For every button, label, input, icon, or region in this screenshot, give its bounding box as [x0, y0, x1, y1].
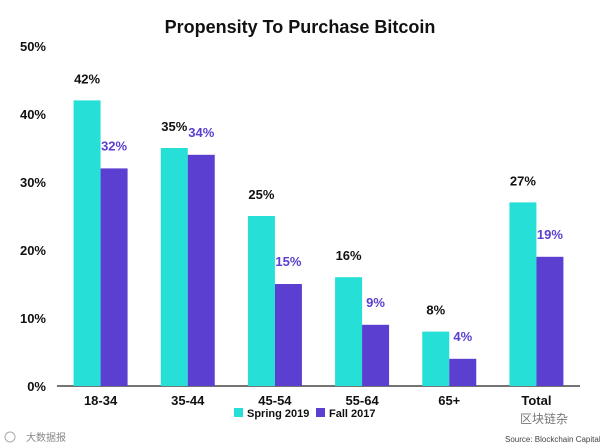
watermark-left-icon	[4, 431, 16, 443]
data-label-fall-2017: 9%	[366, 295, 385, 310]
y-axis: 0% 10% 20% 30% 40% 50%	[20, 39, 580, 394]
bar-spring-2019	[509, 202, 537, 386]
data-label-fall-2017: 34%	[188, 125, 214, 140]
bar-fall-2017	[274, 284, 302, 386]
bar-spring-2019	[247, 216, 275, 386]
data-label-fall-2017: 15%	[275, 254, 301, 269]
data-label-spring-2019: 16%	[336, 248, 362, 263]
legend-swatch-spring-2019	[234, 408, 243, 417]
legend-swatch-fall-2017	[316, 408, 325, 417]
y-tick-label: 30%	[20, 175, 46, 190]
legend-label-spring-2019: Spring 2019	[247, 408, 309, 420]
y-tick-label: 40%	[20, 107, 46, 122]
watermark-right-text: 区块链杂	[520, 411, 568, 426]
bar-fall-2017	[100, 168, 128, 386]
watermark-left: 大数据报	[4, 431, 66, 444]
x-tick-label: 18-34	[84, 393, 118, 408]
bar-spring-2019	[422, 331, 450, 386]
bar-fall-2017	[187, 154, 215, 386]
x-tick-label: 45-54	[258, 393, 292, 408]
y-tick-label: 10%	[20, 311, 46, 326]
chart-title: Propensity To Purchase Bitcoin	[165, 17, 436, 37]
bar-fall-2017	[536, 256, 564, 386]
data-label-fall-2017: 4%	[453, 329, 472, 344]
watermark-right: 区块链杂	[520, 411, 568, 426]
source-text: Source: Blockchain Capital	[505, 435, 600, 444]
data-labels: 42% 32% 35% 34% 25% 15% 16% 9% 8% 4% 27% 19%	[74, 71, 563, 343]
bar-fall-2017	[449, 358, 477, 386]
x-tick-label: 35-44	[171, 393, 205, 408]
data-label-fall-2017: 19%	[537, 227, 563, 242]
x-axis: 18-34 35-44 45-54 55-64 65+ Total	[84, 393, 552, 408]
bar-fall-2017	[362, 324, 390, 386]
bar-spring-2019	[73, 100, 101, 387]
data-label-spring-2019: 8%	[426, 303, 445, 318]
bars	[73, 100, 564, 387]
watermark-left-text: 大数据报	[26, 431, 66, 444]
bar-spring-2019	[160, 148, 188, 386]
x-tick-label: 65+	[438, 393, 460, 408]
y-tick-label: 0%	[27, 379, 46, 394]
y-tick-label: 50%	[20, 39, 46, 54]
legend-label-fall-2017: Fall 2017	[329, 408, 375, 420]
x-tick-label: Total	[521, 393, 551, 408]
legend: Spring 2019 Fall 2017	[234, 408, 375, 420]
data-label-spring-2019: 42%	[74, 71, 100, 86]
x-tick-label: 55-64	[345, 393, 379, 408]
bar-spring-2019	[335, 277, 363, 386]
data-label-spring-2019: 27%	[510, 173, 536, 188]
data-label-spring-2019: 25%	[248, 187, 274, 202]
data-label-fall-2017: 32%	[101, 138, 127, 153]
y-tick-label: 20%	[20, 243, 46, 258]
data-label-spring-2019: 35%	[161, 119, 187, 134]
